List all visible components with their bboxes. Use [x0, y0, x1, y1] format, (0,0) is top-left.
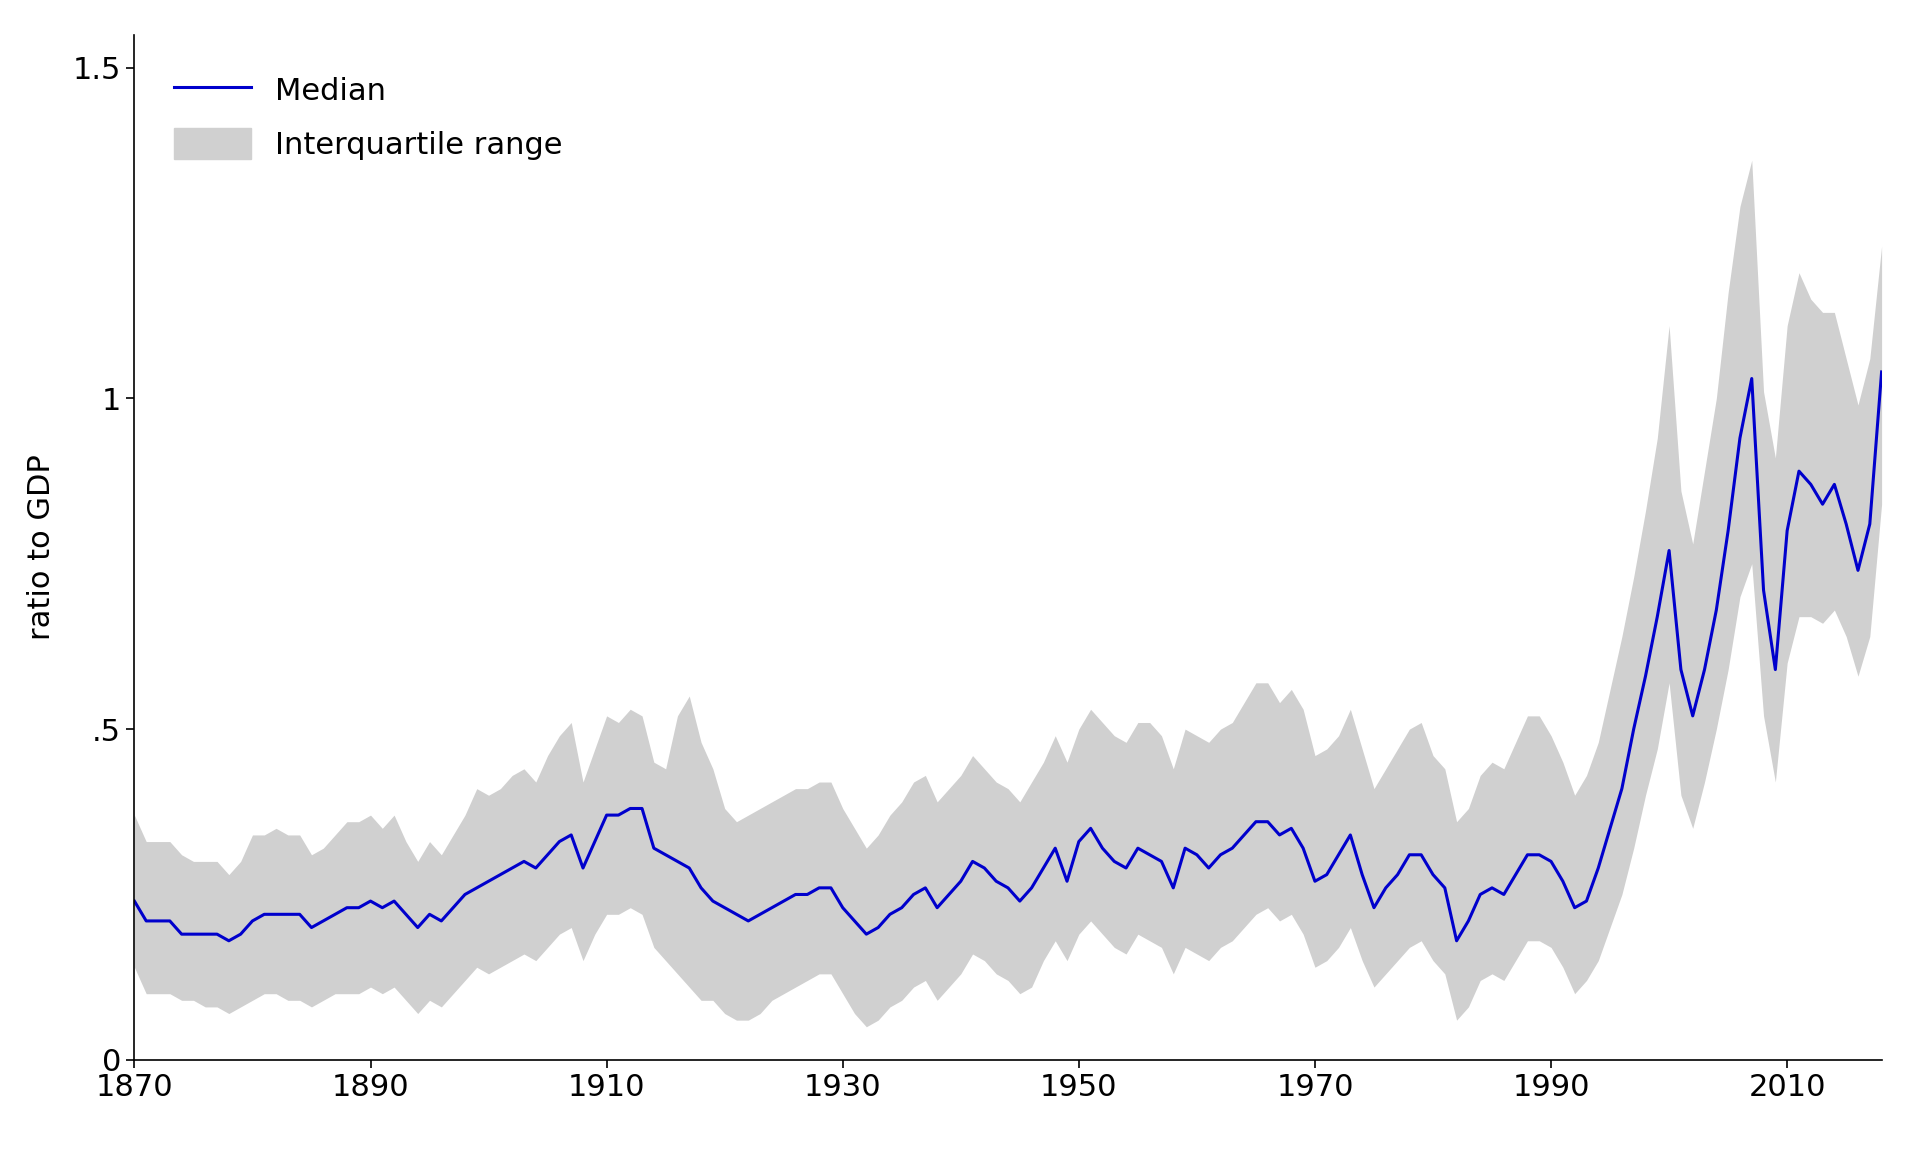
- Legend: Median, Interquartile range: Median, Interquartile range: [150, 50, 588, 184]
- Y-axis label: ratio to GDP: ratio to GDP: [27, 454, 56, 641]
